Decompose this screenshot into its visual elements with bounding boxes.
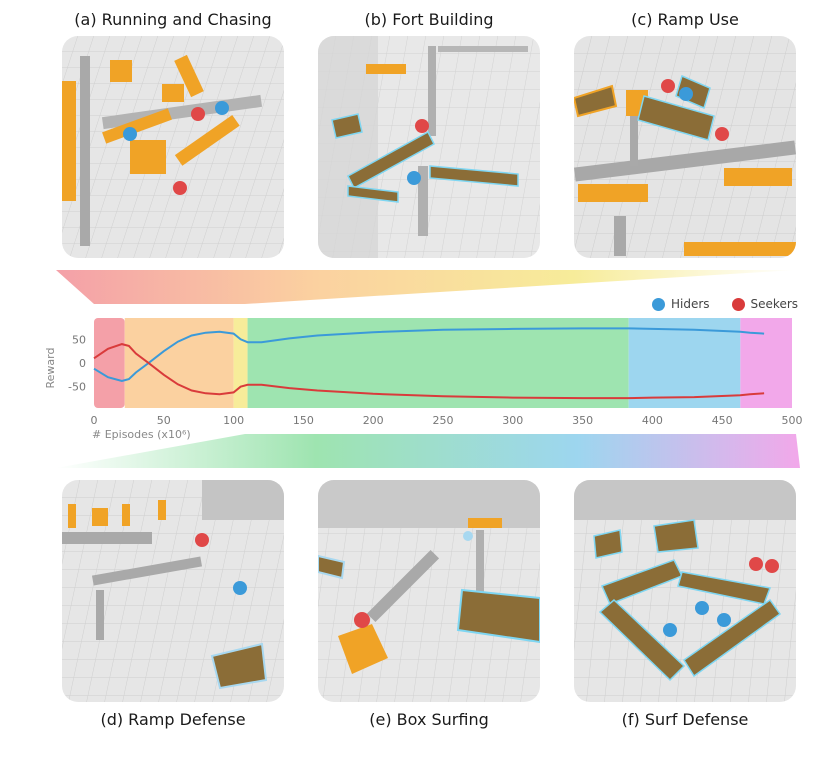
y-axis-label: Reward	[44, 348, 57, 389]
legend-hiders-swatch	[652, 297, 665, 311]
y-tick-label: 0	[79, 357, 86, 370]
x-tick-label: 100	[223, 414, 244, 427]
legend-hiders-label: Hiders	[671, 297, 710, 311]
scene-ramp-defense	[62, 480, 284, 702]
x-axis-label: # Episodes (x10⁶)	[92, 428, 191, 441]
x-tick-label: 500	[782, 414, 803, 427]
legend: Hiders Seekers	[652, 297, 798, 311]
phase-region-e	[628, 318, 741, 408]
scene-running-chasing	[62, 36, 284, 258]
x-tick-label: 450	[712, 414, 733, 427]
legend-seekers-swatch	[731, 297, 745, 311]
legend-seekers-label: Seekers	[750, 297, 799, 311]
y-tick-label: 50	[72, 333, 86, 346]
x-tick-label: 0	[91, 414, 98, 427]
caption-ramp-use: (c) Ramp Use	[631, 10, 739, 29]
scene-fort-building	[318, 36, 540, 258]
phase-region-a	[94, 318, 125, 408]
caption-ramp-defense: (d) Ramp Defense	[100, 710, 246, 729]
caption-fort-building: (b) Fort Building	[364, 10, 494, 29]
x-tick-label: 150	[293, 414, 314, 427]
caption-box-surfing: (e) Box Surfing	[369, 710, 489, 729]
x-tick-label: 350	[572, 414, 593, 427]
x-tick-label: 50	[157, 414, 171, 427]
caption-running-chasing: (a) Running and Chasing	[74, 10, 272, 29]
x-tick-label: 300	[502, 414, 523, 427]
phase-band-top	[56, 270, 796, 304]
x-tick-label: 200	[363, 414, 384, 427]
phase-region-c	[233, 318, 248, 408]
x-tick-label: 250	[433, 414, 454, 427]
scene-ramp-use	[574, 36, 796, 258]
scene-surf-defense	[574, 480, 796, 702]
x-tick-label: 400	[642, 414, 663, 427]
scene-box-surfing	[318, 480, 540, 702]
series-line-seekers	[93, 343, 765, 400]
series-line-hiders	[93, 327, 765, 383]
y-tick-label: -50	[68, 381, 86, 394]
phase-region-d	[247, 318, 629, 408]
reward-chart: 500-50 0 50 100 150 200 250 300 350 400 450 500 Re…	[44, 318, 803, 441]
caption-surf-defense: (f) Surf Defense	[621, 710, 749, 729]
phase-band-bottom	[56, 434, 800, 468]
